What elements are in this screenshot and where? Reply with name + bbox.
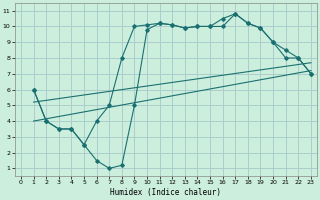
X-axis label: Humidex (Indice chaleur): Humidex (Indice chaleur) bbox=[110, 188, 221, 197]
